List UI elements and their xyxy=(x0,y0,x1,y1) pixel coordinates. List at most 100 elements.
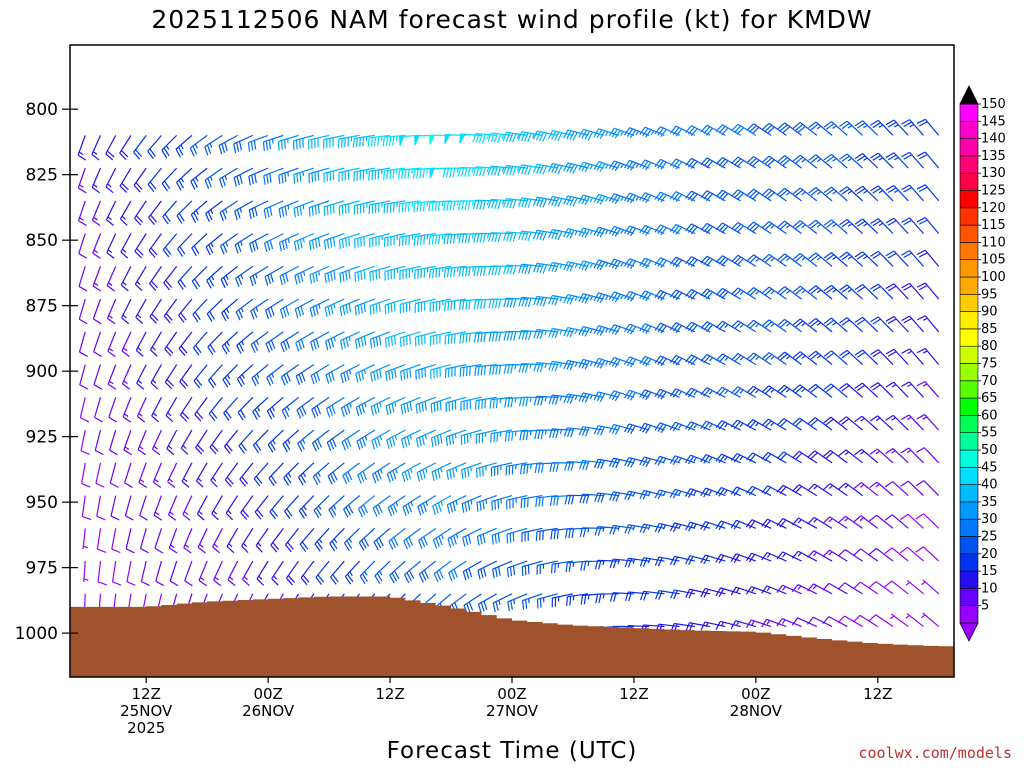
barb-full xyxy=(761,286,770,294)
barb-half xyxy=(587,561,590,567)
barb-full xyxy=(309,308,313,318)
barb-half xyxy=(441,201,444,207)
barb-full xyxy=(731,353,739,361)
barb-full xyxy=(565,562,568,573)
wind-barb xyxy=(328,495,345,519)
barb-full xyxy=(839,120,848,127)
barb-full xyxy=(376,370,379,380)
barb-full xyxy=(328,373,332,383)
barb-full xyxy=(795,386,803,394)
barb-staff xyxy=(430,364,452,371)
barb-full xyxy=(870,349,879,356)
barb-full xyxy=(611,358,618,367)
barb-full xyxy=(569,295,575,305)
barb-staff xyxy=(908,381,924,398)
barb-staff xyxy=(400,298,421,305)
barb-staff xyxy=(338,167,360,174)
barb-staff xyxy=(644,224,665,235)
barb-full xyxy=(252,308,258,318)
barb-full xyxy=(443,201,446,211)
barb-full xyxy=(311,408,316,418)
barb-full xyxy=(387,507,393,517)
wind-barb xyxy=(534,429,558,440)
barb-full xyxy=(672,192,680,201)
barb-staff xyxy=(862,218,879,235)
barb-half xyxy=(255,273,258,279)
barb-full xyxy=(278,208,282,218)
barb-full xyxy=(537,429,541,440)
barb-staff xyxy=(184,560,193,581)
barb-full xyxy=(761,319,770,327)
wind-barb xyxy=(869,415,894,431)
barb-full xyxy=(511,431,514,441)
barb-full xyxy=(642,357,649,366)
barb-full xyxy=(369,339,373,349)
barb-full xyxy=(367,137,370,148)
barb-staff xyxy=(507,560,528,569)
wind-barb xyxy=(265,331,284,353)
barb-full xyxy=(512,199,517,209)
barb-full xyxy=(509,199,514,209)
barb-staff xyxy=(860,581,879,595)
wind-barb xyxy=(444,298,467,312)
barb-staff xyxy=(399,233,421,238)
barb-full xyxy=(761,485,769,494)
barb-staff xyxy=(339,298,360,308)
barb-full xyxy=(706,324,714,333)
barb-full xyxy=(599,163,606,172)
barb-full xyxy=(552,428,556,439)
barb-full xyxy=(688,522,694,532)
barb-full xyxy=(415,370,417,380)
barb-full xyxy=(731,287,739,295)
barb-half xyxy=(154,478,159,483)
barb-half xyxy=(875,483,880,488)
barb-full xyxy=(428,235,431,246)
barb-half xyxy=(180,144,184,150)
barb-full xyxy=(822,582,830,591)
barb-full xyxy=(521,363,526,373)
barb-full xyxy=(355,373,359,383)
barb-full xyxy=(645,293,652,302)
barb-full xyxy=(822,516,831,524)
wind-barb xyxy=(916,315,940,333)
barb-full xyxy=(685,158,692,166)
barb-full xyxy=(483,332,486,342)
wind-barb xyxy=(339,331,360,350)
barb-staff xyxy=(583,260,604,267)
wind-barb xyxy=(297,462,315,486)
barb-full xyxy=(457,167,462,177)
barb-half xyxy=(604,328,609,333)
barb-full xyxy=(125,515,134,521)
wind-barb xyxy=(403,527,421,550)
wind-barb xyxy=(535,527,558,541)
wind-barb xyxy=(219,200,238,222)
barb-staff xyxy=(370,396,391,408)
barb-full xyxy=(736,159,744,168)
barb-staff xyxy=(194,396,208,415)
barb-full xyxy=(584,327,590,337)
barb-full xyxy=(596,426,602,435)
barb-full xyxy=(672,258,680,267)
barb-full xyxy=(593,292,600,302)
barb-full xyxy=(900,414,910,421)
barb-full xyxy=(286,372,291,382)
barb-full xyxy=(748,487,756,496)
barb-staff xyxy=(909,348,924,365)
barb-staff xyxy=(191,233,208,249)
barb-full xyxy=(495,332,498,342)
barb-full xyxy=(280,376,286,386)
barb-full xyxy=(596,129,603,139)
barb-half xyxy=(182,444,187,449)
barb-staff xyxy=(521,494,543,500)
barb-full xyxy=(600,493,605,503)
colorbar-label: 55 xyxy=(981,426,998,441)
barb-staff xyxy=(675,256,696,267)
wind-barb xyxy=(777,187,802,202)
barb-full xyxy=(582,527,587,538)
barb-half xyxy=(574,230,578,236)
barb-full xyxy=(581,393,587,403)
wind-barb xyxy=(189,134,208,157)
barb-half xyxy=(226,308,230,313)
wind-barb xyxy=(133,167,147,193)
barb-staff xyxy=(815,154,833,169)
